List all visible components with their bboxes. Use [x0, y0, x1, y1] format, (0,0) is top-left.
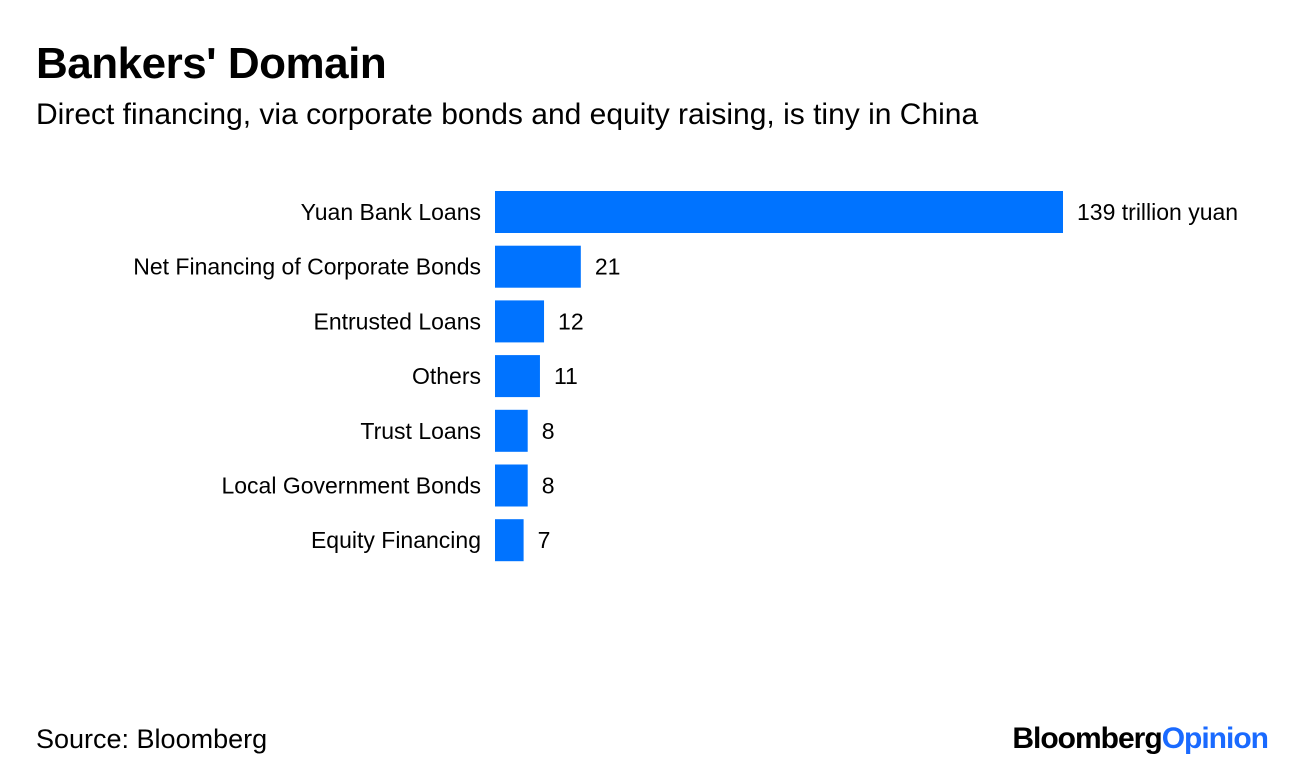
bar-net-financing-of-corporate-bonds [495, 245, 581, 288]
bar-local-government-bonds [495, 464, 528, 507]
bar-others [495, 355, 540, 398]
logo-opinion-text: Opinion [1161, 722, 1269, 755]
value-label-yuan-bank-loans: 139 trillion yuan [1077, 199, 1238, 225]
category-label-trust-loans: Trust Loans [360, 418, 481, 444]
value-label-trust-loans: 8 [542, 418, 555, 444]
bar-yuan-bank-loans [495, 191, 1063, 233]
category-label-others: Others [412, 363, 481, 389]
chart-title: Bankers' Domain [36, 39, 387, 88]
category-label-yuan-bank-loans: Yuan Bank Loans [301, 199, 481, 225]
category-label-net-financing-of-corporate-bonds: Net Financing of Corporate Bonds [133, 254, 481, 280]
bloomberg-opinion-logo: BloombergOpinion [1012, 720, 1269, 758]
value-label-others: 11 [554, 363, 578, 389]
bar-entrusted-loans [495, 300, 545, 343]
category-label-entrusted-loans: Entrusted Loans [313, 308, 481, 334]
chart-subtitle: Direct financing, via corporate bonds an… [36, 98, 979, 131]
value-label-entrusted-loans: 12 [558, 308, 584, 334]
value-label-local-government-bonds: 8 [542, 473, 555, 499]
logo-bloomberg-text: Bloomberg [1012, 722, 1162, 755]
bar-equity-financing [495, 519, 524, 562]
value-label-equity-financing: 7 [538, 527, 551, 553]
category-label-local-government-bonds: Local Government Bonds [221, 473, 481, 499]
bar-trust-loans [495, 409, 528, 452]
source-note: Source: Bloomberg [36, 724, 268, 754]
value-label-net-financing-of-corporate-bonds: 21 [595, 254, 621, 280]
category-label-equity-financing: Equity Financing [311, 527, 481, 553]
